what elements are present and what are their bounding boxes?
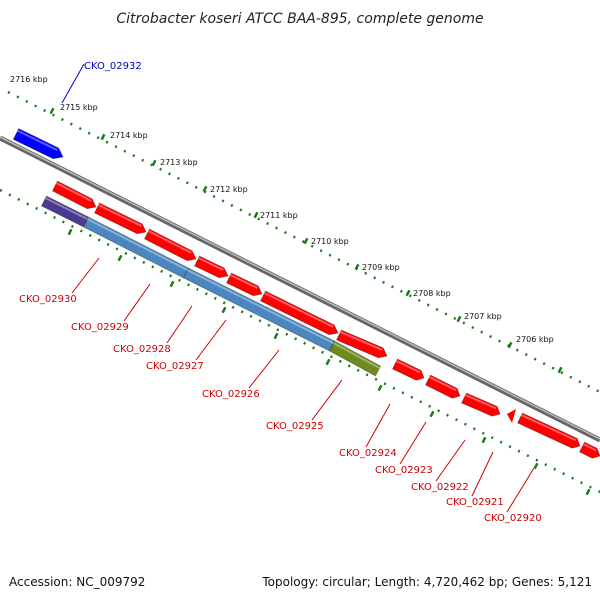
tick-marks: 2716 kbp 2715 kbp 2714 kbp 2713 kbp 2712 kbp…	[10, 75, 591, 496]
backbone-highlight	[0, 136, 600, 440]
tick-major	[557, 366, 563, 374]
gene-CKO_02927[interactable]	[182, 267, 336, 352]
gene-label-CKO_02920[interactable]: CKO_02920	[484, 513, 542, 524]
map-title: Citrobacter koseri ATCC BAA-895, complet…	[116, 11, 483, 27]
label-leader-line	[365, 403, 391, 448]
gene-CKO_02925[interactable]	[328, 340, 382, 377]
gene-forward-3[interactable]	[193, 255, 229, 279]
tick-minor	[585, 488, 591, 496]
gene-label-CKO_02927[interactable]: CKO_02927	[146, 361, 204, 372]
gene-label-CKO_02924[interactable]: CKO_02924	[339, 448, 397, 459]
tick-minor	[221, 306, 227, 314]
gene-labels: CKO_02932 CKO_02930 CKO_02929 CKO_02928 CKO_…	[19, 61, 542, 524]
tick-major	[49, 107, 55, 115]
gene-reverse-red-2[interactable]	[460, 392, 501, 417]
tick-label: 2709 kbp	[362, 263, 400, 272]
label-leader-line	[399, 421, 427, 465]
gene-reverse-red-0[interactable]	[391, 358, 425, 381]
tick-label: 2711 kbp	[260, 211, 298, 220]
tick-label: 2716 kbp	[10, 75, 48, 84]
gene-label-CKO_02929[interactable]: CKO_02929	[71, 322, 129, 333]
label-leader-line	[61, 63, 85, 104]
gene-forward-6[interactable]	[335, 329, 388, 359]
gene-reverse-red-4[interactable]	[578, 441, 600, 459]
tick-minor	[481, 436, 487, 444]
tick-minor	[67, 228, 73, 236]
label-leader-line	[435, 439, 466, 482]
tick-label: 2707 kbp	[464, 312, 502, 321]
tick-label: 2714 kbp	[110, 131, 148, 140]
tick-minor	[429, 410, 435, 418]
gene-label-CKO_02930[interactable]: CKO_02930	[19, 294, 77, 305]
tick-major	[151, 159, 157, 167]
gene-CKO_02932[interactable]	[12, 128, 64, 160]
tick-major	[456, 315, 462, 323]
tick-label: 2715 kbp	[60, 103, 98, 112]
gene-label-CKO_02921[interactable]: CKO_02921	[446, 497, 504, 508]
tick-minor	[273, 332, 279, 340]
tick-major	[253, 211, 259, 219]
label-leader-line	[248, 349, 280, 389]
gene-label-CKO_02926[interactable]: CKO_02926	[202, 389, 260, 400]
gene-forward-5[interactable]	[259, 290, 339, 336]
label-leader-line	[71, 257, 100, 294]
tick-major	[354, 263, 360, 271]
tick-major	[202, 185, 208, 193]
gene-label-CKO_02922[interactable]: CKO_02922	[411, 482, 469, 493]
genome-summary-text: Topology: circular; Length: 4,720,462 bp…	[261, 575, 592, 589]
tick-label: 2713 kbp	[160, 158, 198, 167]
tick-major	[100, 133, 106, 141]
tick-major	[507, 341, 513, 349]
label-leader-line	[166, 305, 193, 344]
tick-major	[405, 289, 411, 297]
gene-label-CKO_02925[interactable]: CKO_02925	[266, 421, 324, 432]
tick-label: 2712 kbp	[210, 185, 248, 194]
gene-label-CKO_02928[interactable]: CKO_02928	[113, 344, 171, 355]
label-leader-line	[506, 467, 535, 513]
tick-label: 2706 kbp	[516, 335, 554, 344]
label-leader-line	[311, 379, 343, 421]
gene-label-CKO_02923[interactable]: CKO_02923	[375, 465, 433, 476]
gene-label-CKO_02932[interactable]: CKO_02932	[84, 61, 142, 72]
accession-text: Accession: NC_009792	[9, 575, 145, 589]
tick-minor	[169, 280, 175, 288]
tick-label: 2710 kbp	[311, 237, 349, 246]
label-leader-line	[123, 283, 151, 322]
gene-reverse-red-3[interactable]	[516, 412, 581, 449]
gene-forward-4[interactable]	[225, 272, 263, 297]
label-leader-line	[195, 319, 227, 361]
tick-minor	[117, 254, 123, 262]
outer-tick-track	[7, 90, 600, 394]
tick-minor	[533, 462, 539, 470]
tick-label: 2708 kbp	[413, 289, 451, 298]
gene-reverse-red-1[interactable]	[424, 374, 461, 399]
label-leader-line	[471, 451, 494, 497]
gene-features	[12, 128, 600, 459]
gene-forward-0[interactable]	[51, 180, 97, 210]
genome-backbone	[0, 135, 600, 443]
gene-small-feature[interactable]	[507, 409, 516, 423]
gene-forward-1[interactable]	[93, 202, 147, 235]
tick-minor	[325, 358, 331, 366]
tick-major	[303, 237, 309, 245]
inner-tick-track	[0, 188, 600, 494]
gene-forward-2[interactable]	[143, 228, 197, 262]
tick-minor	[377, 384, 383, 392]
